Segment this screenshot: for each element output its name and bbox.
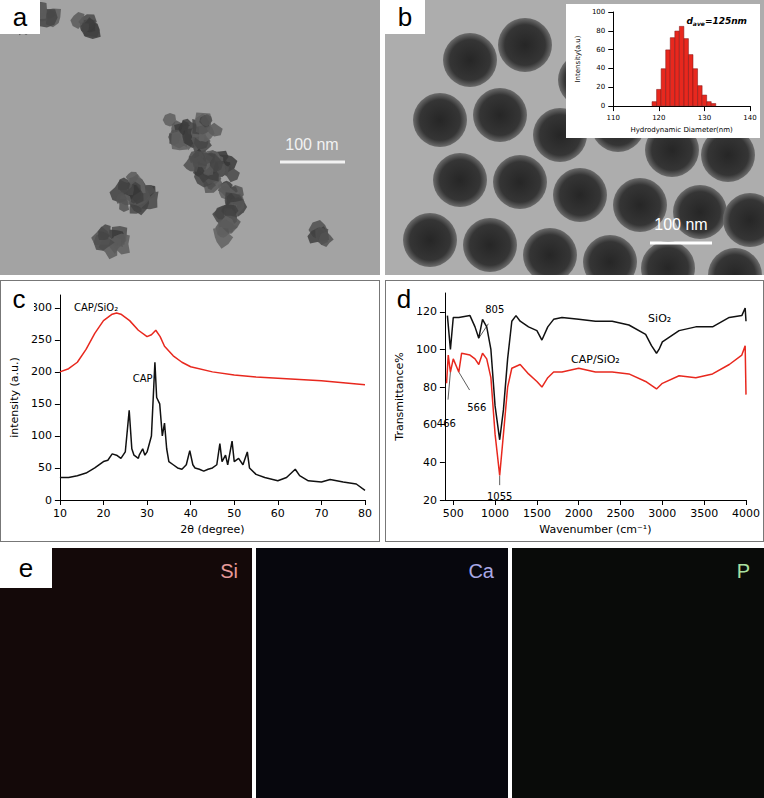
svg-text:3500: 3500	[690, 507, 718, 520]
svg-text:P: P	[737, 560, 750, 582]
svg-text:60: 60	[271, 507, 285, 520]
svg-text:10: 10	[53, 507, 67, 520]
svg-text:Wavenumber (cm⁻¹): Wavenumber (cm⁻¹)	[539, 523, 651, 536]
svg-text:0: 0	[45, 494, 52, 507]
svg-text:30: 30	[140, 507, 154, 520]
svg-text:100: 100	[31, 429, 52, 442]
svg-text:40: 40	[596, 64, 605, 72]
svg-text:3000: 3000	[648, 507, 676, 520]
svg-text:2000: 2000	[565, 507, 593, 520]
svg-text:e: e	[19, 553, 33, 583]
svg-text:100: 100	[592, 8, 605, 16]
svg-text:130: 130	[698, 114, 711, 122]
svg-text:100 nm: 100 nm	[654, 216, 707, 233]
svg-text:566: 566	[467, 402, 486, 413]
svg-text:60: 60	[596, 46, 605, 54]
svg-text:c: c	[13, 284, 26, 314]
svg-text:ave: ave	[693, 20, 705, 27]
svg-text:120: 120	[416, 305, 437, 318]
svg-text:2500: 2500	[607, 507, 635, 520]
svg-text:CAP: CAP	[133, 373, 153, 384]
svg-text:CAP/SiO₂: CAP/SiO₂	[571, 353, 620, 366]
svg-text:SiO₂: SiO₂	[648, 312, 671, 325]
svg-text:CAP/SiO₂: CAP/SiO₂	[74, 302, 118, 313]
svg-text:110: 110	[607, 114, 620, 122]
svg-text:Ca: Ca	[468, 560, 494, 582]
svg-text:20: 20	[423, 494, 437, 507]
svg-text:120: 120	[652, 114, 665, 122]
svg-text:150: 150	[31, 397, 52, 410]
svg-text:Si: Si	[220, 560, 238, 582]
svg-text:300: 300	[31, 301, 52, 314]
svg-text:b: b	[398, 2, 412, 32]
svg-text:80: 80	[358, 507, 372, 520]
svg-text:80: 80	[423, 381, 437, 394]
svg-text:intensity (a.u.): intensity (a.u.)	[8, 357, 21, 437]
svg-text:1500: 1500	[523, 507, 551, 520]
svg-text:466: 466	[437, 418, 456, 429]
svg-text:d: d	[686, 15, 693, 26]
svg-text:500: 500	[443, 507, 464, 520]
svg-text:4000: 4000	[732, 507, 760, 520]
svg-text:Transmittance%: Transmittance%	[393, 352, 406, 441]
svg-text:200: 200	[31, 365, 52, 378]
svg-text:50: 50	[38, 461, 52, 474]
svg-text:0: 0	[601, 102, 605, 110]
svg-text:80: 80	[596, 27, 605, 35]
svg-text:Intensity(a.u): Intensity(a.u)	[574, 35, 582, 82]
svg-text:50: 50	[227, 507, 241, 520]
svg-text:d: d	[397, 284, 411, 314]
svg-text:70: 70	[314, 507, 328, 520]
svg-text:140: 140	[743, 114, 756, 122]
svg-text:60: 60	[423, 418, 437, 431]
svg-text:40: 40	[184, 507, 198, 520]
svg-text:Hydrodynamic Diameter(nm): Hydrodynamic Diameter(nm)	[630, 126, 733, 134]
svg-text:1055: 1055	[487, 491, 513, 502]
svg-text:20: 20	[596, 83, 605, 91]
svg-text:a: a	[13, 2, 28, 32]
svg-text:100 nm: 100 nm	[285, 136, 338, 153]
svg-text:2θ (degree): 2θ (degree)	[180, 523, 244, 536]
svg-text:100: 100	[416, 343, 437, 356]
svg-text:20: 20	[96, 507, 110, 520]
svg-text:=125nm: =125nm	[705, 16, 747, 26]
svg-text:40: 40	[423, 456, 437, 469]
svg-text:250: 250	[31, 333, 52, 346]
svg-text:1000: 1000	[481, 507, 509, 520]
svg-text:805: 805	[485, 304, 504, 315]
